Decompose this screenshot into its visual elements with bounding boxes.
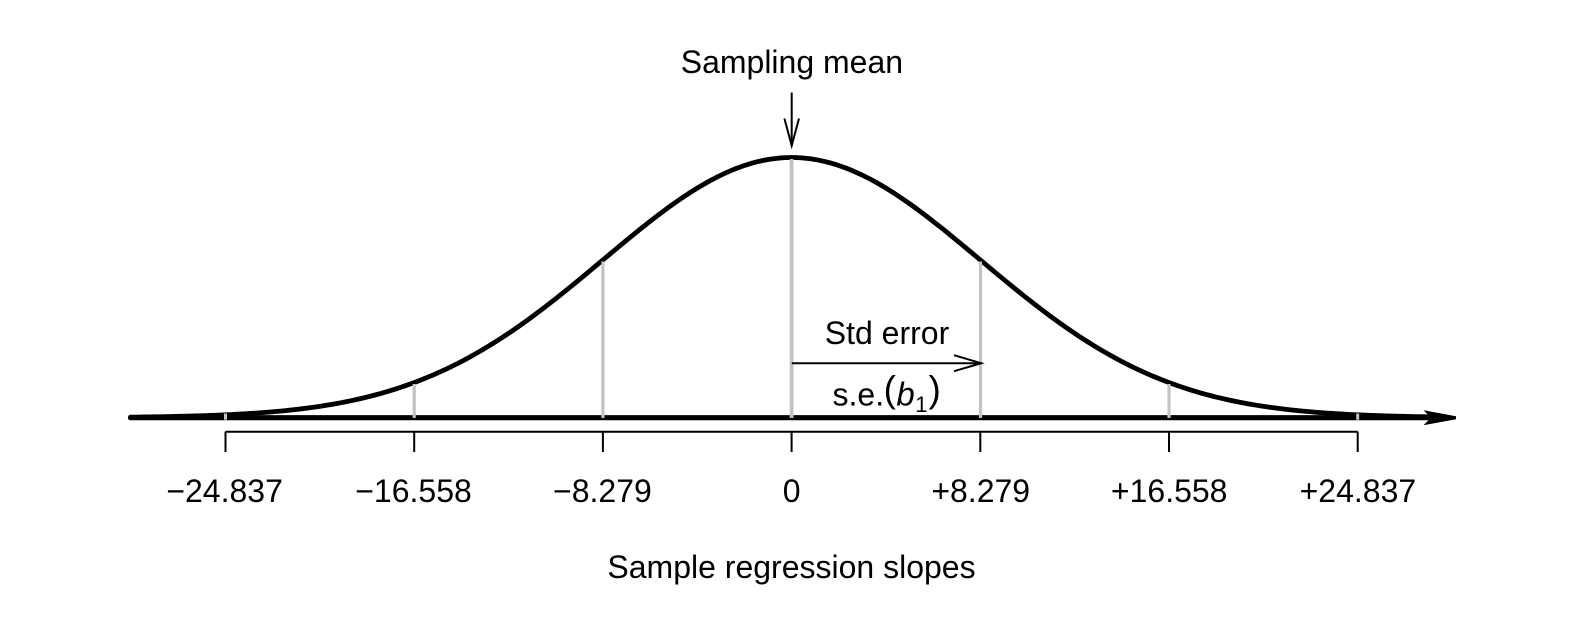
svg-text:−24.837: −24.837: [166, 473, 283, 509]
svg-text:−16.558: −16.558: [355, 473, 472, 509]
svg-text:−8.279: −8.279: [553, 473, 652, 509]
svg-text:+8.279: +8.279: [931, 473, 1030, 509]
svg-text:+24.837: +24.837: [1300, 473, 1417, 509]
svg-text:Std error: Std error: [825, 315, 950, 351]
svg-text:+16.558: +16.558: [1111, 473, 1228, 509]
svg-text:Sample regression slopes: Sample regression slopes: [607, 549, 975, 585]
svg-text:0: 0: [783, 473, 801, 509]
svg-text:Sampling mean: Sampling mean: [681, 44, 903, 80]
